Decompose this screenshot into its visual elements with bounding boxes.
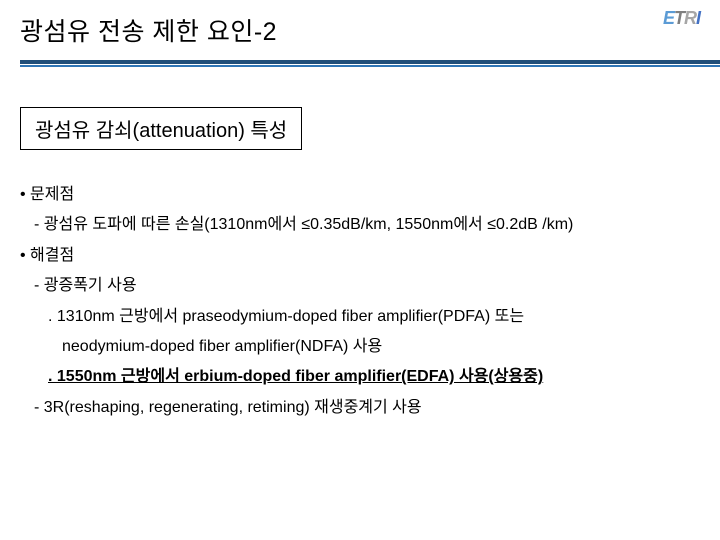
body-line-emphasis: . 1550nm 근방에서 erbium-doped fiber amplifi… — [20, 362, 720, 392]
body-line: - 광섬유 도파에 따른 손실(1310nm에서 ≤0.35dB/km, 155… — [20, 210, 720, 240]
title-rule — [20, 60, 720, 67]
etri-logo: ETRI — [663, 8, 700, 29]
body-line: - 광증폭기 사용 — [20, 271, 720, 301]
body-line: neodymium-doped fiber amplifier(NDFA) 사용 — [20, 332, 720, 362]
slide-header: 광섬유 전송 제한 요인-2 ETRI — [0, 0, 720, 67]
bullet-problem: • 문제점 — [20, 180, 720, 210]
section-box: 광섬유 감쇠(attenuation) 특성 — [20, 107, 302, 150]
body-content: • 문제점 - 광섬유 도파에 따른 손실(1310nm에서 ≤0.35dB/k… — [20, 180, 720, 423]
body-line: . 1310nm 근방에서 praseodymium-doped fiber a… — [20, 302, 720, 332]
bullet-solution: • 해결점 — [20, 241, 720, 271]
page-title: 광섬유 전송 제한 요인-2 — [20, 12, 720, 58]
body-line: - 3R(reshaping, regenerating, retiming) … — [20, 393, 720, 423]
